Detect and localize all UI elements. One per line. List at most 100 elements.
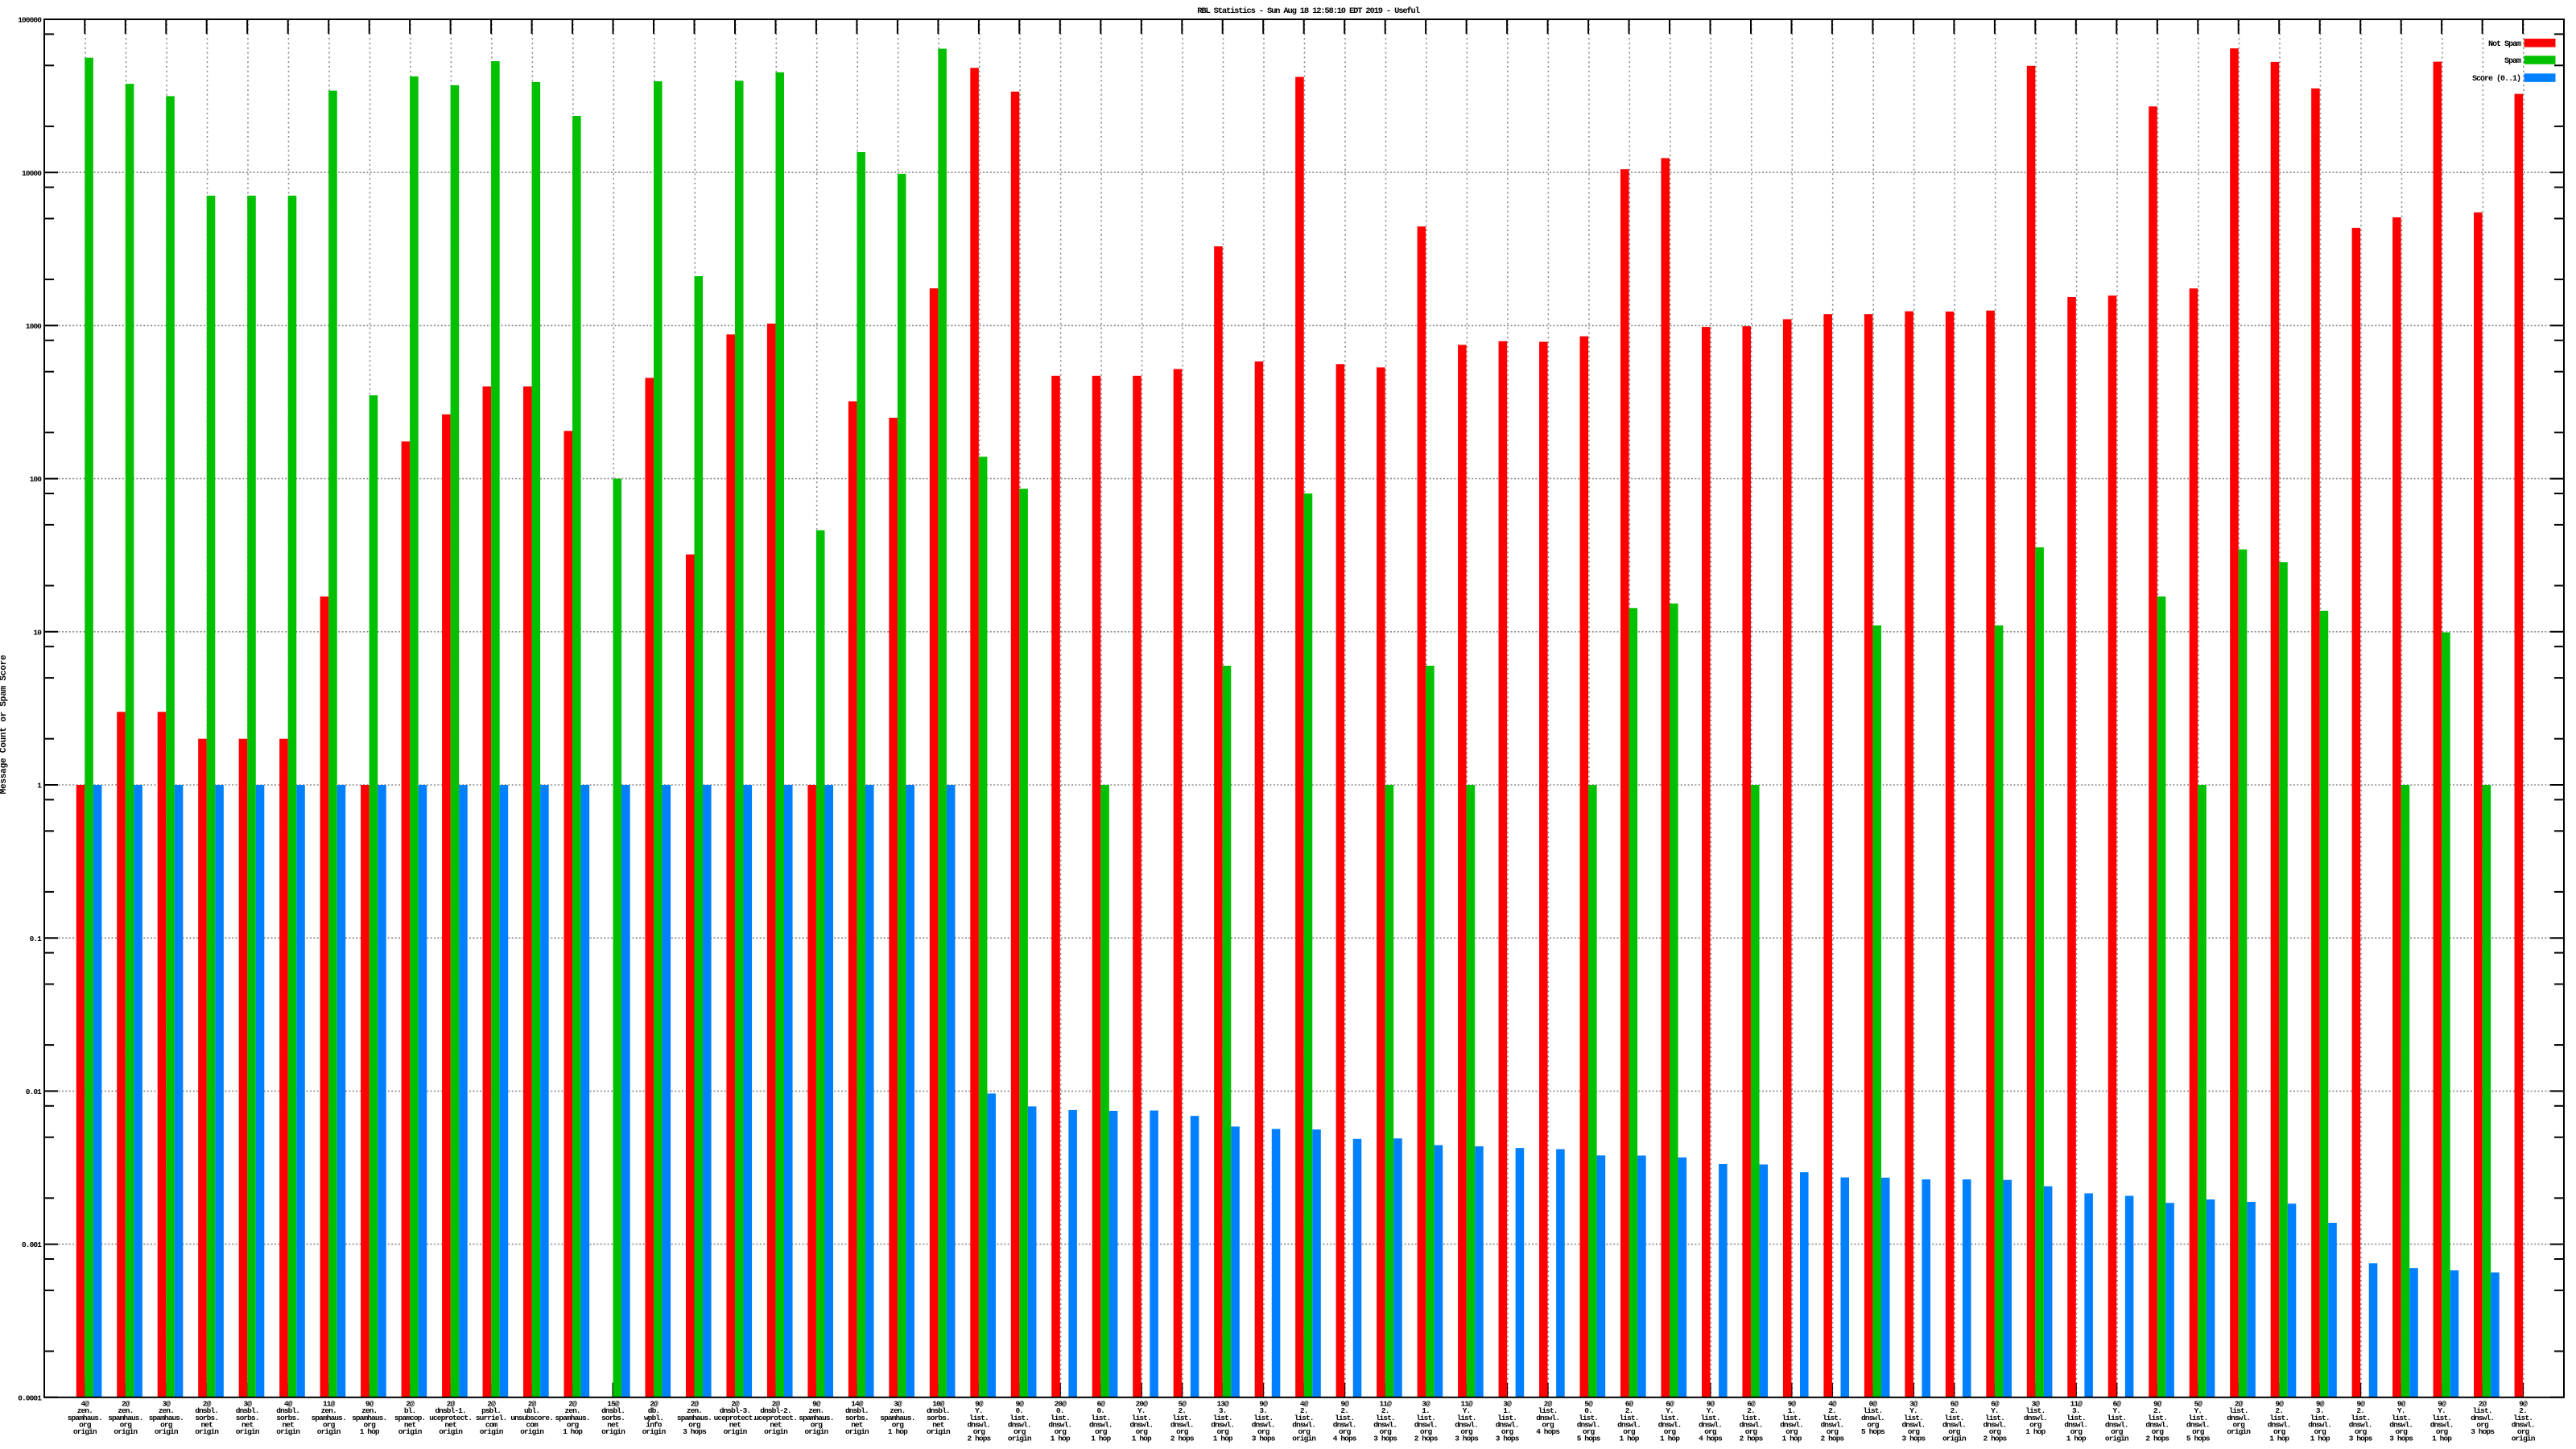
svg-text:Spam: Spam	[2504, 57, 2521, 66]
svg-text:org: org	[1257, 1427, 1270, 1436]
svg-text:list.: list.	[1904, 1414, 1923, 1422]
svg-text:origin: origin	[2512, 1435, 2536, 1443]
svg-text:2@: 2@	[528, 1400, 537, 1409]
svg-text:origin: origin	[480, 1427, 504, 1436]
svg-text:3 hops: 3 hops	[2471, 1427, 2495, 1436]
svg-text:0.001: 0.001	[22, 1241, 42, 1249]
svg-text:1: 1	[37, 782, 42, 791]
svg-text:list.: list.	[969, 1414, 989, 1422]
svg-text:2.: 2.	[2153, 1406, 2161, 1415]
svg-text:org: org	[688, 1420, 701, 1429]
svg-text:org: org	[2111, 1427, 2124, 1436]
svg-text:11@: 11@	[1379, 1400, 1392, 1409]
svg-text:spamhaus.: spamhaus.	[312, 1414, 346, 1422]
svg-text:2.: 2.	[1625, 1406, 1633, 1415]
svg-text:list.: list.	[1944, 1414, 1963, 1422]
svg-text:9@: 9@	[1707, 1400, 1715, 1409]
svg-text:9@: 9@	[975, 1400, 984, 1409]
svg-text:1.: 1.	[1422, 1406, 1430, 1415]
svg-text:0.: 0.	[1096, 1406, 1104, 1415]
svg-text:Y.: Y.	[1137, 1406, 1146, 1415]
svg-text:1 hop: 1 hop	[2269, 1435, 2289, 1443]
svg-text:spamhaus.: spamhaus.	[352, 1414, 386, 1422]
svg-text:6@: 6@	[1096, 1400, 1105, 1409]
svg-text:3.: 3.	[1219, 1406, 1227, 1415]
svg-text:sorbs.: sorbs.	[845, 1414, 869, 1422]
svg-text:dnswl.: dnswl.	[2105, 1420, 2128, 1429]
svg-text:sorbs.: sorbs.	[276, 1414, 299, 1422]
svg-text:2.: 2.	[1747, 1406, 1755, 1415]
svg-text:spamhaus.: spamhaus.	[799, 1414, 833, 1422]
svg-text:6@: 6@	[1666, 1400, 1674, 1409]
svg-text:zen.: zen.	[321, 1406, 336, 1415]
svg-text:9@: 9@	[2397, 1400, 2406, 1409]
svg-text:10: 10	[33, 628, 42, 637]
svg-text:2@: 2@	[203, 1400, 212, 1409]
svg-text:list.: list.	[2432, 1414, 2451, 1422]
svg-text:dnswl.: dnswl.	[2389, 1420, 2413, 1429]
svg-text:2.: 2.	[2519, 1406, 2527, 1415]
svg-text:origin: origin	[601, 1427, 625, 1436]
svg-text:dnswl.: dnswl.	[1983, 1420, 2006, 1429]
svg-text:11@: 11@	[2070, 1400, 2083, 1409]
svg-text:com: com	[485, 1420, 498, 1429]
svg-text:zen.: zen.	[118, 1406, 133, 1415]
svg-text:uceprotect.: uceprotect.	[429, 1414, 472, 1422]
svg-text:1 hop: 1 hop	[360, 1427, 380, 1436]
svg-text:1 hop: 1 hop	[1660, 1435, 1680, 1443]
svg-text:org: org	[323, 1420, 336, 1429]
svg-text:list.: list.	[1700, 1414, 1719, 1422]
svg-text:org: org	[1460, 1427, 1473, 1436]
svg-text:2@: 2@	[2235, 1400, 2244, 1409]
svg-text:4 hops: 4 hops	[1333, 1435, 1357, 1443]
svg-text:list.: list.	[1172, 1414, 1191, 1422]
svg-text:0.0001: 0.0001	[18, 1393, 42, 1402]
svg-text:list.: list.	[1213, 1414, 1232, 1422]
svg-text:5@: 5@	[2194, 1400, 2202, 1409]
svg-text:1 hop: 1 hop	[1213, 1435, 1233, 1443]
svg-text:4@: 4@	[1300, 1400, 1309, 1409]
svg-text:2.: 2.	[2356, 1406, 2364, 1415]
svg-text:org: org	[1785, 1427, 1798, 1436]
svg-text:2 hops: 2 hops	[967, 1435, 991, 1443]
svg-text:spamhaus.: spamhaus.	[880, 1414, 914, 1422]
svg-text:origin: origin	[1008, 1435, 1032, 1443]
svg-text:spamhaus.: spamhaus.	[108, 1414, 142, 1422]
svg-text:dnswl.: dnswl.	[1292, 1420, 1315, 1429]
svg-text:list.: list.	[1376, 1414, 1395, 1422]
svg-text:dnsbl-3.: dnsbl-3.	[720, 1406, 750, 1415]
svg-text:3 hops: 3 hops	[1373, 1435, 1397, 1443]
svg-text:list.: list.	[2229, 1406, 2248, 1415]
svg-text:dnswl.: dnswl.	[2430, 1420, 2454, 1429]
svg-text:org: org	[1989, 1427, 2002, 1436]
svg-text:2.: 2.	[1340, 1406, 1348, 1415]
svg-text:9@: 9@	[2153, 1400, 2162, 1409]
svg-text:origin: origin	[845, 1427, 869, 1436]
svg-text:0.: 0.	[1584, 1406, 1592, 1415]
svg-text:net: net	[200, 1420, 213, 1429]
svg-text:9@: 9@	[1340, 1400, 1349, 1409]
svg-text:9@: 9@	[2519, 1400, 2528, 1409]
svg-text:origin: origin	[2105, 1435, 2129, 1443]
svg-text:org: org	[1379, 1427, 1392, 1436]
svg-text:Y.: Y.	[2397, 1406, 2405, 1415]
svg-text:org: org	[2436, 1427, 2449, 1436]
svg-text:origin: origin	[114, 1427, 138, 1436]
svg-text:dnswl.: dnswl.	[2227, 1414, 2250, 1422]
svg-text:2@: 2@	[731, 1400, 740, 1409]
svg-text:origin: origin	[520, 1427, 544, 1436]
svg-text:org: org	[2070, 1427, 2083, 1436]
svg-text:2 hops: 2 hops	[1983, 1435, 2007, 1443]
svg-text:org: org	[2273, 1427, 2286, 1436]
svg-text:2 hops: 2 hops	[1414, 1435, 1439, 1443]
svg-text:dnswl.: dnswl.	[1942, 1420, 1966, 1429]
svg-text:3@: 3@	[243, 1400, 252, 1409]
svg-text:org: org	[1298, 1427, 1311, 1436]
svg-text:list.: list.	[1823, 1414, 1842, 1422]
svg-text:org: org	[1583, 1427, 1596, 1436]
svg-text:list.: list.	[2473, 1406, 2492, 1415]
svg-text:origin: origin	[1942, 1435, 1967, 1443]
svg-text:zen.: zen.	[890, 1406, 905, 1415]
svg-text:3.: 3.	[1259, 1406, 1267, 1415]
svg-text:bl.: bl.	[404, 1406, 415, 1415]
